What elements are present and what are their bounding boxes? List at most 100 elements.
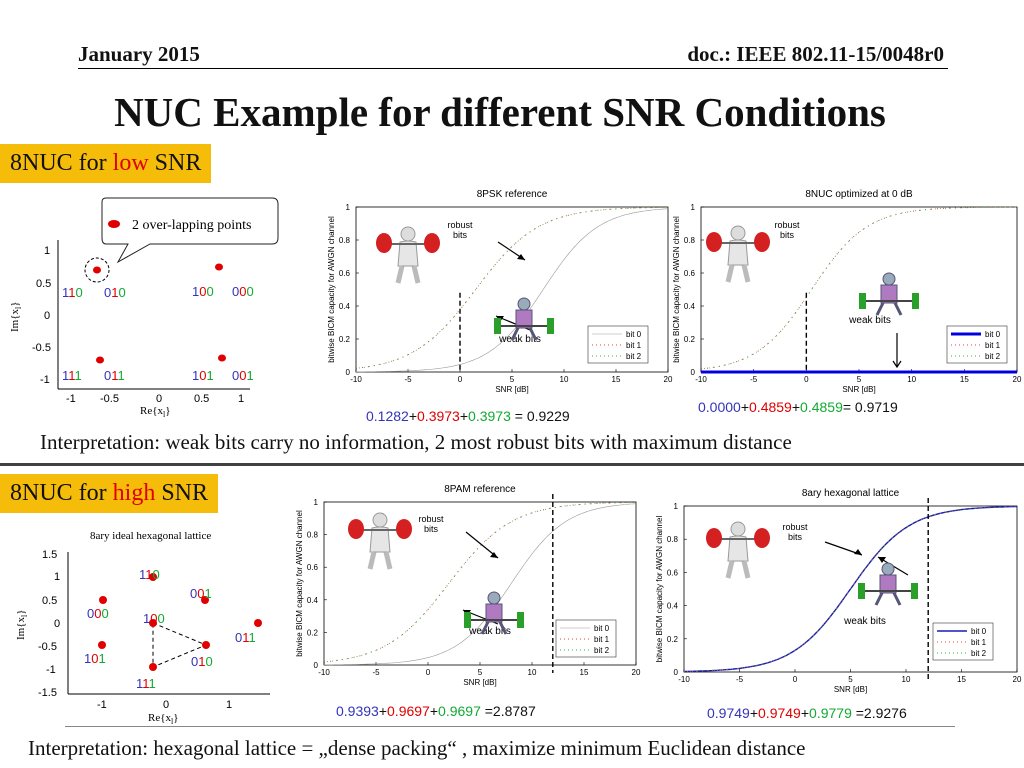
- robust-arrowhead: [517, 254, 525, 260]
- const-point: [149, 663, 157, 671]
- weightlifter-figure: [376, 226, 440, 284]
- lifter-leg: [367, 551, 377, 570]
- ytick: 0.5: [36, 278, 51, 290]
- const-point: [149, 573, 157, 581]
- bit-label: 011: [104, 368, 125, 383]
- legend-label: bit 1: [971, 638, 987, 647]
- const-point: [99, 596, 107, 604]
- ytick: -1.5: [38, 687, 57, 699]
- chart-title: 8NUC optimized at 0 dB: [805, 189, 913, 200]
- lifter-leg: [528, 327, 538, 341]
- high-constellation: 8ary ideal hexagonal lattice 1.5 1 0.5 0…: [15, 530, 270, 726]
- y-axis-label: bitwise BICM capacity for AWGN channel: [327, 216, 336, 363]
- x-tick-label: -10: [350, 375, 362, 384]
- header-doc-id: doc.: IEEE 802.11-15/0048r0: [687, 42, 944, 66]
- section-separator: [0, 463, 1024, 466]
- y-tick-label: 0.6: [684, 269, 696, 278]
- y-ticks: 1.5 1 0.5 0 -0.5 -1 -1.5: [38, 549, 60, 699]
- x-tick-label: 0: [458, 375, 463, 384]
- y-tick-label: 0.2: [667, 635, 679, 644]
- bit-label: 000: [232, 284, 254, 299]
- const-point: [254, 619, 262, 627]
- chart-legend: bit 0 bit 1 bit 2: [932, 622, 994, 661]
- x-axis-label: Re{xl}: [140, 405, 171, 419]
- lifter-glove: [348, 519, 364, 539]
- x-tick-label: 20: [1013, 675, 1022, 684]
- series-bit-0: [324, 503, 637, 666]
- lifter-plate: [858, 583, 865, 599]
- weak-bits-label: weak bits: [468, 626, 511, 637]
- lifter-leg: [725, 560, 735, 579]
- chart-8ary-hexagonal: 8ary hexagonal lattice -10 -5 0 5 10 15 20 0 0.2 0…: [655, 488, 1022, 694]
- y-tick-label: 1: [314, 498, 319, 507]
- chart-legend: bit 0 bit 1 bit 2: [555, 619, 617, 658]
- series-bit-0: [684, 505, 1017, 673]
- y-axis-label-main: Im{x: [15, 617, 27, 640]
- lifter-head: [730, 521, 746, 537]
- x-tick-label: 10: [560, 375, 569, 384]
- ytick: -1: [46, 664, 56, 676]
- y-tick-label: 0.6: [307, 563, 319, 572]
- y-axis-label: bitwise BICM capacity for AWGN channel: [295, 510, 304, 657]
- legend-label: bit 2: [985, 352, 1001, 361]
- tag-prefix: 8NUC for: [10, 480, 113, 506]
- x-axis-label: SNR [dB]: [495, 385, 528, 394]
- x-ticks: -1 -0.5 0 0.5 1: [66, 393, 244, 405]
- y-ticks: 1 0.5 0 -0.5 -1: [32, 245, 51, 386]
- lifter-plate: [464, 612, 471, 628]
- y-tick-label: 0.6: [339, 269, 351, 278]
- const-point: [215, 263, 223, 271]
- ytick: 0: [44, 310, 50, 322]
- x-tick-label: -10: [678, 675, 690, 684]
- lifter-leg: [510, 327, 520, 341]
- y-axis-label-group: Im{xl}: [15, 609, 29, 640]
- y-axis-label: bitwise BICM capacity for AWGN channel: [672, 216, 681, 363]
- y-tick-label: 0.8: [339, 236, 351, 245]
- legend-label: bit 0: [626, 330, 642, 339]
- lifter-head: [881, 562, 895, 576]
- y-tick-label: 0.4: [307, 596, 319, 605]
- x-tick-label: 5: [478, 668, 483, 677]
- lifter-glove: [424, 233, 440, 253]
- lifter-plate: [859, 293, 866, 309]
- chart-title: 8PSK reference: [477, 189, 548, 200]
- weightlifter-figure: [858, 562, 918, 606]
- lifter-glove: [376, 233, 392, 253]
- y-axis-label-group: Im{xl}: [9, 301, 23, 332]
- const-point: [218, 354, 226, 362]
- lifter-head: [730, 225, 746, 241]
- x-tick-label: 5: [848, 675, 853, 684]
- lifter-glove: [396, 519, 412, 539]
- legend-box: [932, 622, 994, 661]
- legend-label: bit 1: [985, 341, 1001, 350]
- weightlifter-figure: [348, 512, 412, 570]
- const-point: [98, 641, 106, 649]
- lifter-leg: [725, 264, 735, 283]
- robust-bits-label: bits: [424, 524, 439, 534]
- x-axis-label: SNR [dB]: [842, 385, 875, 394]
- low-formula-right: 0.0000+0.4859+0.4859= 0.9719: [698, 399, 898, 415]
- legend-label: bit 0: [985, 330, 1001, 339]
- lifter-leg: [741, 264, 751, 283]
- x-axis-label-main: Re{x: [140, 405, 163, 417]
- y-tick-label: 0.4: [667, 602, 679, 611]
- x-tick-label: 20: [1013, 375, 1022, 384]
- xtick: 0: [163, 699, 169, 711]
- weak-arrowhead: [878, 557, 886, 563]
- y-tick-label: 0.8: [684, 236, 696, 245]
- lifter-leg: [411, 265, 421, 284]
- page-title: NUC Example for different SNR Conditions: [114, 89, 886, 135]
- lifter-body: [880, 284, 898, 304]
- robust-label: robust: [447, 220, 473, 230]
- legend-label: bit 0: [971, 627, 987, 636]
- x-tick-label: 10: [528, 668, 537, 677]
- legend-box: [587, 325, 649, 364]
- weak-bits-label: weak bits: [848, 315, 891, 326]
- y-tick-label: 0.4: [339, 302, 351, 311]
- x-tick-label: 0: [804, 375, 809, 384]
- xtick: -1: [66, 393, 76, 405]
- lifter-plate: [494, 318, 501, 334]
- legend-label: bit 2: [971, 649, 987, 658]
- chart-legend: bit 0 bit 1 bit 2: [587, 325, 649, 364]
- lifter-head: [372, 512, 388, 528]
